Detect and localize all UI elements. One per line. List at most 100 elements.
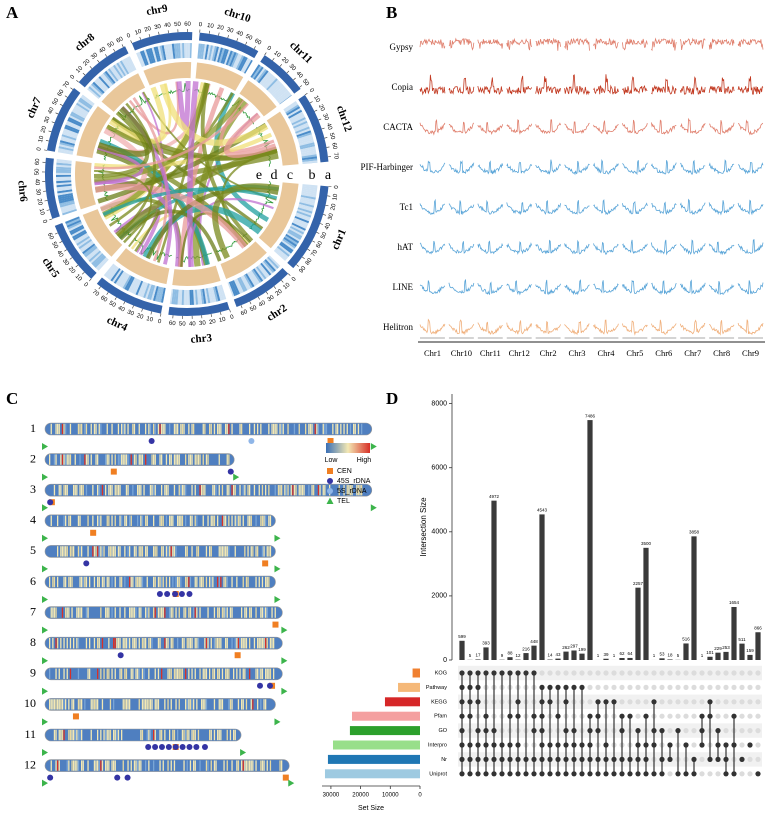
tick-label: 50 (108, 300, 117, 309)
density-stripe (105, 485, 107, 496)
heatmap-cell (259, 71, 271, 85)
matrix-dot (563, 684, 569, 691)
matrix-dot-empty (715, 699, 721, 705)
density-stripe (242, 576, 244, 588)
density-stripe (186, 760, 188, 771)
matrix-dot-empty (603, 684, 609, 691)
heatmap-cell (122, 274, 132, 290)
density-stripe (77, 638, 80, 649)
density-stripe (141, 515, 144, 526)
density-stripe (89, 638, 91, 649)
synteny-link (223, 112, 277, 158)
density-curve (448, 241, 475, 254)
heatmap-cell (262, 74, 274, 87)
density-stripe (117, 423, 120, 435)
telomere-marker (42, 504, 48, 512)
density-stripe (346, 485, 348, 496)
matrix-dot-empty (739, 742, 745, 748)
centromere-marker (110, 468, 117, 475)
matrix-dot (483, 713, 489, 719)
x-tick-label: Chr7 (684, 348, 701, 358)
density-stripe (84, 699, 86, 710)
heatmap-cell (56, 174, 72, 178)
density-stripe (180, 515, 182, 526)
heatmap-cell (202, 288, 207, 304)
rdna45s-marker (124, 774, 131, 781)
density-stripe (193, 423, 195, 435)
density-stripe (154, 607, 156, 618)
density-stripe (114, 607, 116, 618)
density-stripe (68, 607, 70, 618)
density-stripe (97, 515, 99, 526)
density-stripe (209, 729, 211, 741)
tick-label: 50 (52, 97, 61, 106)
density-curve (419, 118, 446, 136)
density-stripe (164, 699, 166, 710)
density-stripe (241, 760, 243, 771)
value-label: 866 (754, 625, 762, 630)
density-stripe (188, 423, 190, 435)
tick-mark (253, 46, 256, 50)
density-stripe (55, 699, 57, 710)
density-stripe (108, 607, 110, 618)
matrix-dot (587, 713, 593, 719)
matrix-dot-empty (747, 670, 753, 676)
density-curve (506, 75, 533, 95)
density-stripe (133, 454, 136, 465)
tick-mark (325, 204, 329, 207)
synteny-link (94, 146, 144, 186)
set-label: Interpro (428, 742, 447, 748)
density-stripe (175, 546, 177, 557)
heatmap-cell (251, 269, 262, 283)
value-label: 17 (475, 653, 481, 658)
synteny-link (94, 132, 273, 169)
density-stripe (114, 576, 116, 588)
density-stripe (186, 638, 188, 649)
density-stripe (49, 699, 51, 710)
set-label: KEGG (431, 699, 447, 705)
heatmap-cell (137, 281, 145, 297)
density-stripe (194, 515, 196, 526)
density-stripe (121, 729, 123, 741)
heatmap-cell (88, 86, 101, 98)
density-curve (651, 78, 677, 95)
tick-mark (210, 313, 212, 317)
density-stripe (57, 576, 59, 588)
density-stripe (271, 423, 273, 435)
heatmap-cell (128, 56, 137, 71)
density-stripe (69, 515, 72, 526)
density-stripe (65, 607, 67, 618)
density-stripe (71, 576, 73, 588)
density-stripe (113, 546, 115, 557)
density-stripe (63, 668, 65, 679)
density-stripe (132, 576, 134, 588)
density-stripe (205, 699, 208, 710)
heatmap-cell (56, 162, 72, 166)
tick-mark (82, 271, 85, 275)
density-stripe (239, 515, 241, 526)
tick-mark (121, 44, 124, 48)
density-stripe (61, 699, 64, 710)
density-curve (709, 120, 735, 135)
value-label: 599 (458, 634, 466, 639)
density-curve (708, 200, 735, 216)
density-stripe (71, 729, 73, 741)
density-stripe (257, 638, 259, 649)
density-stripe (167, 699, 169, 710)
heatmap-cell (173, 43, 178, 59)
density-stripe (353, 423, 355, 435)
matrix-dot-empty (675, 713, 681, 719)
density-curve (651, 37, 677, 52)
heatmap-cell (179, 43, 183, 59)
density-stripe (135, 546, 137, 557)
heatmap-cell (71, 227, 86, 237)
density-stripe (247, 546, 249, 557)
tick-label: 20 (35, 198, 42, 206)
density-stripe (185, 576, 187, 588)
heatmap-cell (249, 270, 260, 285)
density-stripe (282, 423, 284, 435)
density-stripe (204, 699, 206, 710)
density-stripe (161, 729, 163, 741)
density-stripe (124, 454, 126, 465)
density-stripe (210, 423, 212, 435)
